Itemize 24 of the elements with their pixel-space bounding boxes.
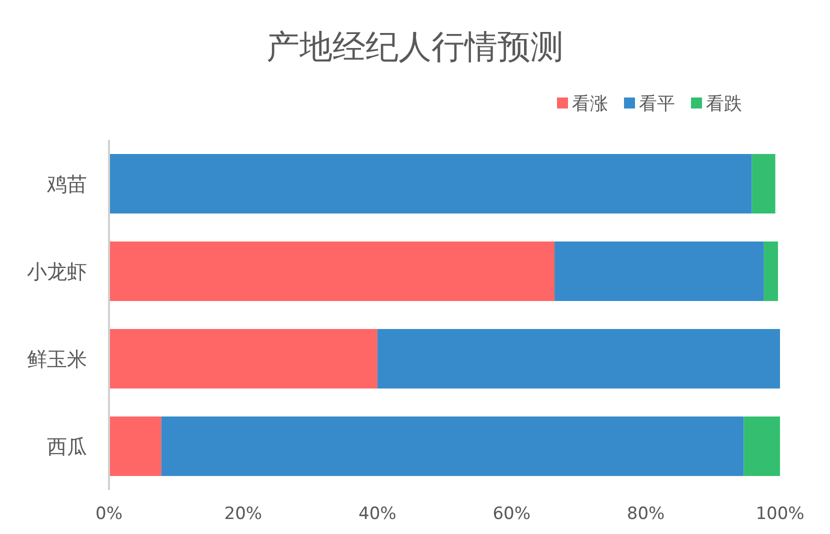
bar <box>744 416 780 476</box>
bar <box>377 329 780 388</box>
y-tick-label: 小龙虾 <box>27 259 87 284</box>
x-tick-label: 60% <box>492 504 530 524</box>
bar <box>752 154 776 214</box>
x-tick-label: 20% <box>224 504 262 524</box>
x-tick-label: 80% <box>626 504 665 524</box>
y-tick-label: 鲜玉米 <box>27 346 87 371</box>
legend-label: 看涨 <box>572 94 608 114</box>
bar <box>109 154 752 214</box>
bar <box>109 329 378 388</box>
bar <box>109 242 555 301</box>
x-tick-label: 100% <box>756 504 804 524</box>
legend-label: 看跌 <box>706 94 742 114</box>
y-tick-label: 西瓜 <box>47 434 87 458</box>
bar <box>161 416 744 476</box>
chart-title: 产地经纪人行情预测 <box>266 27 564 66</box>
bar <box>764 242 778 301</box>
x-tick-label: 40% <box>358 504 396 524</box>
x-tick-label: 0% <box>96 504 122 524</box>
bar <box>554 242 764 301</box>
y-tick-label: 鸡苗 <box>46 172 87 196</box>
legend-label: 看平 <box>639 94 675 114</box>
bar <box>109 416 162 476</box>
